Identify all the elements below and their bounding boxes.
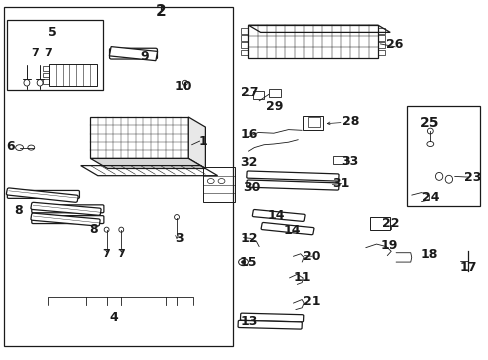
Bar bbox=[241, 50, 248, 55]
Bar bbox=[377, 35, 384, 41]
Bar bbox=[248, 25, 377, 58]
Text: 29: 29 bbox=[265, 100, 283, 113]
Text: 1: 1 bbox=[198, 135, 207, 148]
Text: 32: 32 bbox=[239, 156, 257, 169]
Text: 8: 8 bbox=[14, 204, 23, 217]
FancyBboxPatch shape bbox=[31, 213, 100, 226]
Text: 4: 4 bbox=[109, 311, 118, 324]
Text: 18: 18 bbox=[420, 248, 437, 261]
Text: 7: 7 bbox=[102, 249, 110, 259]
Text: 22: 22 bbox=[382, 217, 399, 230]
Bar bbox=[43, 79, 49, 84]
Text: 33: 33 bbox=[340, 155, 358, 168]
Bar bbox=[377, 50, 384, 55]
Text: 5: 5 bbox=[48, 26, 57, 39]
Text: 16: 16 bbox=[240, 129, 258, 141]
Bar bbox=[268, 89, 281, 97]
Text: 13: 13 bbox=[240, 315, 258, 328]
Text: 8: 8 bbox=[89, 223, 98, 236]
Text: 11: 11 bbox=[293, 271, 310, 284]
Text: 28: 28 bbox=[342, 115, 359, 128]
FancyBboxPatch shape bbox=[246, 180, 338, 190]
FancyBboxPatch shape bbox=[252, 210, 305, 221]
Bar bbox=[406, 106, 479, 206]
Bar bbox=[369, 217, 389, 230]
Text: 14: 14 bbox=[283, 224, 301, 237]
Text: 21: 21 bbox=[303, 295, 320, 308]
Bar bbox=[253, 91, 264, 99]
Text: 7: 7 bbox=[44, 48, 52, 58]
FancyBboxPatch shape bbox=[240, 313, 303, 322]
Bar bbox=[332, 156, 346, 164]
Text: 12: 12 bbox=[240, 232, 258, 245]
Bar bbox=[43, 66, 49, 71]
Bar bbox=[303, 116, 322, 130]
Text: 30: 30 bbox=[243, 181, 260, 194]
Bar bbox=[377, 42, 384, 48]
Text: 2: 2 bbox=[156, 4, 166, 19]
Bar bbox=[377, 28, 384, 34]
FancyBboxPatch shape bbox=[31, 202, 101, 215]
Text: 23: 23 bbox=[463, 171, 480, 184]
Bar bbox=[203, 167, 234, 202]
Text: 26: 26 bbox=[386, 39, 403, 51]
Bar bbox=[241, 35, 248, 41]
Bar bbox=[90, 117, 188, 158]
FancyBboxPatch shape bbox=[238, 320, 302, 329]
Text: 9: 9 bbox=[140, 50, 148, 63]
Text: 10: 10 bbox=[174, 80, 192, 93]
Text: 15: 15 bbox=[239, 256, 257, 269]
Text: 20: 20 bbox=[303, 250, 320, 263]
Text: 31: 31 bbox=[332, 177, 349, 190]
FancyBboxPatch shape bbox=[246, 171, 338, 181]
Polygon shape bbox=[109, 46, 157, 61]
Text: 19: 19 bbox=[379, 239, 397, 252]
Text: 25: 25 bbox=[419, 116, 438, 130]
Text: 14: 14 bbox=[267, 209, 285, 222]
Text: 7: 7 bbox=[117, 249, 125, 259]
Text: 6: 6 bbox=[6, 140, 15, 153]
Polygon shape bbox=[90, 158, 205, 168]
Polygon shape bbox=[188, 117, 205, 168]
Text: 17: 17 bbox=[459, 261, 476, 274]
Bar bbox=[49, 64, 97, 86]
Bar bbox=[241, 42, 248, 48]
FancyBboxPatch shape bbox=[261, 222, 313, 235]
Text: 7: 7 bbox=[31, 48, 39, 58]
Bar bbox=[43, 73, 49, 77]
Text: 24: 24 bbox=[421, 191, 438, 204]
Circle shape bbox=[241, 261, 245, 264]
Bar bbox=[241, 28, 248, 34]
Text: 3: 3 bbox=[175, 232, 184, 245]
Bar bbox=[7, 20, 102, 90]
FancyBboxPatch shape bbox=[6, 188, 78, 202]
Text: 27: 27 bbox=[240, 86, 258, 99]
Polygon shape bbox=[248, 25, 389, 32]
Bar bbox=[307, 117, 320, 127]
Bar bbox=[4, 7, 232, 346]
